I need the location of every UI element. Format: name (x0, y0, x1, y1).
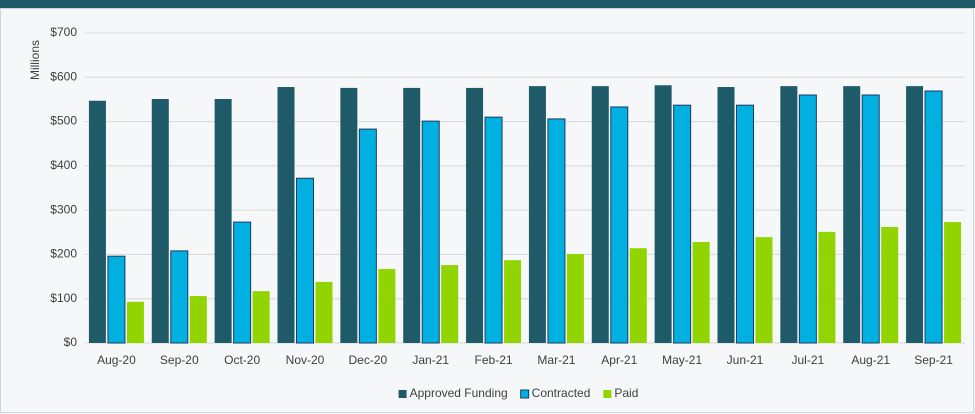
header-bar (0, 0, 975, 8)
y-axis-label: Millions (28, 40, 42, 80)
y-tick-label: $600 (50, 69, 77, 83)
x-tick-label: Jan-21 (412, 353, 449, 367)
bar (780, 86, 798, 344)
x-tick-label: Jul-21 (792, 353, 825, 367)
legend-label: Paid (614, 386, 638, 400)
x-tick-label: Feb-21 (475, 353, 513, 367)
bar (798, 94, 817, 344)
bar (421, 120, 440, 344)
bar (629, 248, 647, 343)
bar (315, 281, 333, 343)
bar (924, 90, 943, 344)
x-tick-label: Jun-21 (727, 353, 764, 367)
x-tick-label: Nov-20 (286, 353, 325, 367)
bar (358, 128, 377, 344)
y-tick-label: $100 (50, 291, 77, 305)
bar (484, 116, 503, 344)
bar (107, 255, 126, 344)
bar (944, 222, 962, 343)
y-tick-label: $400 (50, 158, 77, 172)
bar (692, 242, 710, 343)
bar (843, 86, 861, 344)
bar (547, 118, 566, 344)
bar (403, 87, 421, 344)
y-tick-label: $500 (50, 114, 77, 128)
x-tick-label: May-21 (662, 353, 702, 367)
bar (673, 104, 692, 344)
bar (252, 291, 270, 343)
legend-label: Contracted (532, 386, 591, 400)
x-tick-label: Oct-20 (224, 353, 260, 367)
bar (170, 250, 189, 344)
bar (528, 86, 546, 344)
legend-swatch (398, 390, 407, 398)
bar (378, 269, 396, 343)
x-tick-label: Apr-21 (601, 353, 637, 367)
bar (296, 177, 314, 344)
bar (126, 301, 144, 343)
y-tick-label: $0 (64, 335, 78, 349)
x-tick-label: Dec-20 (349, 353, 388, 367)
bar (610, 106, 629, 344)
bar (818, 231, 836, 343)
bar (233, 221, 252, 344)
bar (881, 226, 899, 343)
bar (566, 253, 584, 343)
x-tick-label: Mar-21 (537, 353, 575, 367)
bar (591, 86, 609, 344)
bar (504, 260, 522, 343)
bar (88, 100, 106, 343)
bar (736, 104, 754, 344)
x-tick-label: Aug-20 (97, 353, 136, 367)
panel-border (0, 8, 974, 413)
x-tick-label: Sep-20 (160, 353, 199, 367)
y-tick-label: $300 (50, 202, 77, 216)
bar (861, 94, 880, 344)
bar (340, 87, 358, 344)
legend-swatch (520, 389, 530, 399)
bar (277, 87, 295, 344)
bar (906, 86, 924, 344)
bar (717, 87, 735, 344)
bar (151, 98, 169, 343)
x-tick-label: Sep-21 (914, 353, 953, 367)
y-tick-label: $700 (50, 25, 77, 39)
bar (654, 85, 672, 343)
bar (214, 98, 232, 343)
y-tick-label: $200 (50, 247, 77, 261)
x-tick-label: Aug-21 (851, 353, 890, 367)
bar (189, 296, 207, 343)
bar (441, 265, 459, 343)
bar (755, 237, 773, 343)
legend-label: Approved Funding (410, 386, 508, 400)
bar (466, 87, 484, 344)
legend-swatch (603, 390, 612, 398)
